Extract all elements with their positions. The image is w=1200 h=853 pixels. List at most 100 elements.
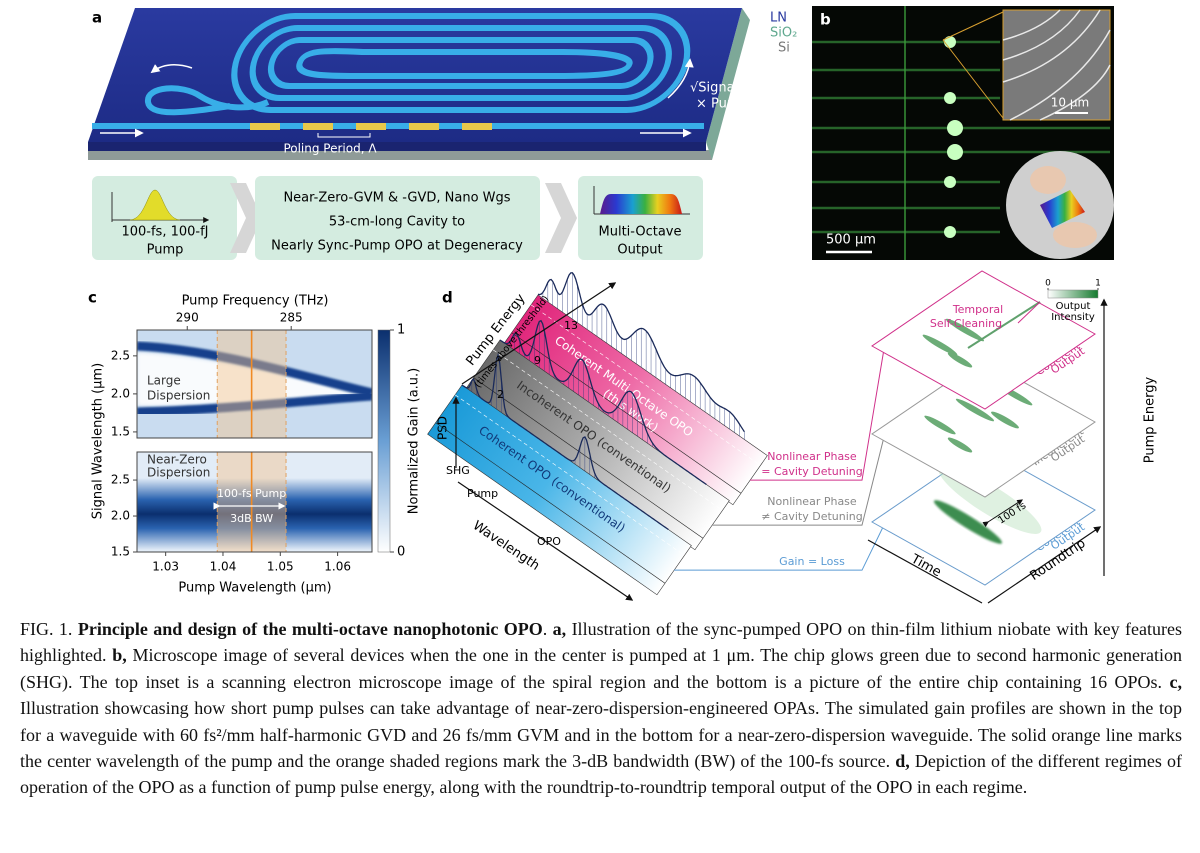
gain-map-bottom	[137, 452, 372, 552]
gain-band	[137, 478, 372, 550]
loop	[145, 85, 270, 116]
chevron	[545, 183, 577, 253]
caption-bold: a,	[552, 619, 567, 639]
arc	[1002, 9, 1081, 61]
glow-spots	[944, 36, 963, 238]
gain-band	[137, 391, 372, 417]
flow-box	[255, 176, 540, 260]
trace	[967, 301, 1041, 349]
poling	[250, 123, 492, 130]
inset-scale: 10 µm	[1051, 96, 1089, 110]
annotation: Dispersion	[147, 389, 210, 403]
arc	[1039, 64, 1111, 121]
panel-c-axes: 1.5 2.0 2.5 1.5 2.0 2.5 1.03 1.04 1.05 1.06 290 285…	[111, 311, 405, 574]
ring	[249, 25, 672, 101]
arrow	[667, 58, 694, 99]
condition-label: Nonlinear Phase	[767, 495, 857, 508]
sem-inset	[1002, 9, 1111, 121]
pump-label: × Pump	[696, 97, 748, 112]
y-tick-label: 2.0	[111, 386, 130, 400]
marker-line	[473, 377, 704, 539]
scale-label: 500 µm	[826, 233, 876, 248]
energy-axis	[461, 282, 617, 385]
x-tick-label: 1.05	[267, 560, 294, 574]
chevron	[230, 183, 262, 253]
output-spectrum	[600, 194, 682, 214]
panel-c: c Pump Frequency (THz) 1.5 2.0 2.5 1.5 2.0 2.…	[88, 289, 422, 596]
caption-bold: c,	[1169, 671, 1183, 692]
sem-arcs	[1002, 9, 1111, 121]
spot	[944, 226, 956, 238]
flow-text: Multi-Octave	[599, 225, 682, 240]
gain-map-top	[137, 330, 372, 438]
flow-text: Near-Zero-GVM & -GVD, Nano Wgs	[283, 191, 510, 206]
finger	[1030, 166, 1066, 194]
axis-title: Signal Wavelength (µm)	[91, 363, 106, 519]
panel-label: d	[442, 289, 453, 307]
zoom-line	[942, 11, 1004, 41]
speckle	[955, 398, 995, 422]
caption-text: Illustration of the sync-pumped OPO on t…	[20, 619, 1182, 666]
colorbar-tick-label: 0	[397, 545, 405, 560]
y-tick-label: 2.0	[111, 509, 130, 523]
poling-domain	[409, 123, 439, 130]
chip	[1040, 190, 1085, 228]
panel-label: c	[88, 289, 97, 307]
caption: FIG. 1. Principle and design of the mult…	[20, 616, 1182, 801]
annotation: 100-fs Pump	[217, 487, 286, 500]
time-axis	[867, 539, 983, 604]
speckle	[924, 415, 956, 435]
signal-label: √Signal	[690, 81, 738, 96]
poling-domain	[303, 123, 333, 130]
arc	[1002, 9, 1101, 83]
caption-text: .	[542, 619, 553, 639]
colorbar	[1047, 289, 1099, 299]
colorbar-tick-label: 1	[1095, 279, 1101, 289]
connector	[674, 524, 885, 571]
low-gain	[137, 352, 372, 407]
arrow	[150, 64, 193, 74]
flow-text: 53-cm-long Cavity to	[329, 215, 465, 230]
caption-text: Depiction of the different regimes of op…	[20, 751, 1182, 798]
y-tick-label: 2.5	[111, 348, 130, 362]
axis-title: Wavelength	[470, 518, 542, 574]
spot	[947, 120, 963, 136]
top-tick-label: 285	[280, 311, 303, 325]
pump-pulse	[129, 189, 181, 221]
top-tick-label: 290	[176, 311, 199, 325]
annotation: Near-Zero	[147, 453, 207, 467]
arc	[1009, 29, 1111, 121]
colorbar-title: Output	[1056, 301, 1091, 312]
annotation: 3dB BW	[230, 512, 273, 525]
condition-label: ≠ Cavity Detuning	[761, 510, 863, 523]
period-bracket	[317, 133, 371, 138]
layer-label: SiO₂	[770, 26, 797, 41]
colorbar-title: Intensity	[1051, 312, 1095, 323]
spot	[944, 36, 956, 48]
speckle	[991, 411, 1019, 429]
caption-bold: d,	[895, 751, 910, 772]
annotation: Large	[147, 374, 181, 388]
layer-label: LN	[770, 11, 787, 26]
flow-text: Nearly Sync-Pump OPO at Degeneracy	[271, 239, 523, 254]
frame	[136, 329, 373, 439]
leader	[1017, 301, 1041, 324]
caption-bold: Principle and design of the multi-octave…	[77, 619, 543, 639]
pump-bandwidth	[216, 330, 287, 438]
zoom-line	[942, 39, 1004, 119]
panel-label: b	[820, 11, 831, 29]
connector	[712, 436, 885, 526]
annotation: Dispersion	[147, 466, 210, 480]
energy-level: 9	[534, 354, 541, 367]
spectrum	[499, 319, 707, 486]
gain-band	[137, 341, 372, 398]
energy-level: 2	[497, 388, 504, 401]
marker-label: Pump	[467, 487, 498, 500]
roundtrip-axis	[987, 526, 1102, 604]
ring	[267, 37, 654, 89]
axis-title: Pump Frequency (THz)	[182, 294, 329, 309]
coherent-output	[922, 301, 1041, 368]
caption-text: Microscope image of several devices when…	[20, 645, 1182, 692]
arc	[1002, 9, 1061, 41]
